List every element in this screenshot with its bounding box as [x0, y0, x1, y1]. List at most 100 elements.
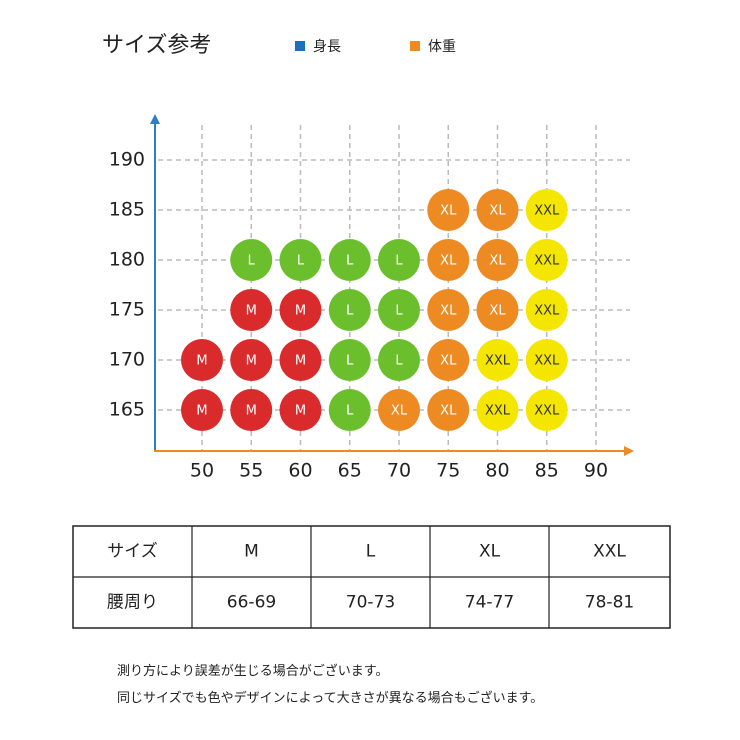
size-dot-label: L — [346, 304, 354, 319]
table-cell: L — [366, 542, 376, 562]
size-dot — [378, 289, 420, 331]
size-dot-label: L — [346, 404, 354, 419]
size-dot — [328, 389, 371, 431]
size-dot — [427, 239, 470, 281]
size-dot-label: XL — [440, 304, 457, 319]
table-cell: XL — [479, 542, 501, 562]
size-dot-label: XL — [489, 304, 506, 319]
y-tick-label: 175 — [109, 299, 145, 321]
legend-label: 身長 — [313, 39, 341, 55]
size-dot-label: XXL — [534, 354, 560, 369]
size-dot — [181, 389, 223, 431]
size-dot — [525, 339, 568, 381]
size-dot — [181, 339, 223, 381]
y-axis-arrow — [150, 114, 160, 124]
y-tick-label: 180 — [109, 249, 145, 271]
size-dot — [525, 189, 568, 231]
size-dot — [427, 189, 470, 231]
size-dot — [427, 289, 470, 331]
x-tick-label: 55 — [239, 460, 263, 482]
size-dot — [230, 389, 273, 431]
x-tick-label: 70 — [387, 460, 411, 482]
size-dot — [328, 289, 371, 331]
size-dot-label: L — [395, 254, 403, 269]
size-dot-label: XXL — [534, 404, 560, 419]
y-tick-label: 170 — [109, 349, 145, 371]
size-dot-label: XL — [440, 254, 457, 269]
x-tick-label: 65 — [338, 460, 362, 482]
x-tick-label: 85 — [535, 460, 559, 482]
size-dot-label: L — [395, 304, 403, 319]
title: サイズ参考 — [102, 33, 211, 58]
x-axis-arrow — [624, 446, 634, 456]
legend-swatch — [410, 41, 420, 51]
size-dot-label: XL — [440, 404, 457, 419]
size-dot-label: XL — [440, 204, 457, 219]
table-cell: 腰周り — [107, 593, 158, 613]
size-dot-label: M — [196, 354, 207, 369]
size-dot — [525, 239, 568, 281]
table-cell: 78-81 — [585, 593, 634, 613]
size-dot-label: XL — [391, 404, 408, 419]
x-tick-label: 50 — [190, 460, 214, 482]
size-dot — [427, 389, 470, 431]
size-dot-label: XL — [489, 204, 506, 219]
size-dot — [476, 289, 519, 331]
table-cell: XXL — [593, 542, 626, 562]
size-dot-label: XL — [440, 354, 457, 369]
x-tick-label: 80 — [485, 460, 509, 482]
size-dot — [476, 339, 519, 381]
legend-swatch — [295, 41, 305, 51]
size-dot-label: M — [295, 354, 306, 369]
size-dot — [476, 189, 519, 231]
size-dot — [279, 339, 322, 381]
x-tick-label: 75 — [436, 460, 460, 482]
table-cell: 70-73 — [346, 593, 395, 613]
size-dot-label: XXL — [485, 354, 511, 369]
size-dot-label: L — [395, 354, 403, 369]
note: 同じサイズでも色やデザインによって大きさが異なる場合もございます。 — [117, 691, 544, 706]
size-dot-label: XXL — [534, 304, 560, 319]
size-dot — [378, 389, 420, 431]
y-tick-label: 165 — [109, 399, 145, 421]
table-cell: M — [244, 542, 259, 562]
size-dot-label: L — [248, 254, 256, 269]
size-dot-label: M — [246, 304, 257, 319]
size-dot-label: M — [295, 404, 306, 419]
size-dot — [328, 339, 371, 381]
table-cell: サイズ — [107, 542, 158, 562]
note: 測り方により誤差が生じる場合がございます。 — [117, 664, 389, 679]
size-dot — [378, 339, 420, 381]
size-dot-label: M — [196, 404, 207, 419]
legend-label: 体重 — [428, 39, 456, 55]
size-dot — [427, 339, 470, 381]
table-cell: 66-69 — [227, 593, 276, 613]
x-tick-label: 90 — [584, 460, 608, 482]
size-dot — [525, 289, 568, 331]
size-dot — [230, 289, 273, 331]
size-dot-label: XL — [489, 254, 506, 269]
table-cell: 74-77 — [465, 593, 514, 613]
size-dot-label: L — [297, 254, 305, 269]
size-dot-label: L — [346, 254, 354, 269]
size-dot-label: XXL — [485, 404, 511, 419]
size-dot — [230, 339, 273, 381]
size-dot-label: XXL — [534, 204, 560, 219]
size-dot-label: M — [246, 404, 257, 419]
size-dot — [279, 239, 322, 281]
size-dot-label: XXL — [534, 254, 560, 269]
size-table: サイズ M L XL XXL 腰周り 66-69 70-73 74-77 78-81 — [72, 525, 671, 629]
size-dot — [378, 239, 420, 281]
size-dot — [476, 239, 519, 281]
size-dot-label: M — [246, 354, 257, 369]
size-dot — [525, 389, 568, 431]
x-tick-label: 60 — [288, 460, 312, 482]
size-dot — [476, 389, 519, 431]
size-dot — [230, 239, 273, 281]
size-chart: サイズ参考 身長 体重 50 55 60 65 70 75 80 85 90 165 170 175 180… — [102, 33, 634, 482]
size-dot — [279, 389, 322, 431]
y-tick-label: 185 — [109, 199, 145, 221]
size-dot — [279, 289, 322, 331]
size-dot — [328, 239, 371, 281]
